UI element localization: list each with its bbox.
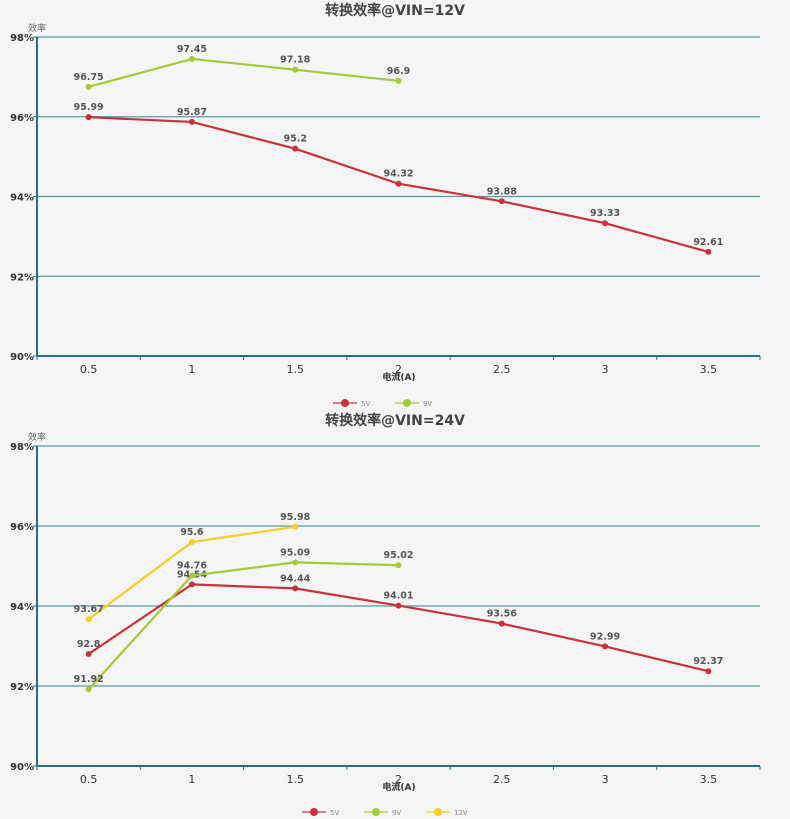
x-axis-label: 电流(A) [382, 781, 415, 793]
data-label: 93.67 [74, 604, 104, 615]
data-point [395, 77, 402, 84]
x-tick-label: 3.5 [700, 363, 718, 376]
y-tick-label: 96% [10, 113, 34, 124]
data-point [498, 198, 505, 205]
data-label: 92.61 [693, 237, 723, 248]
data-label: 94.01 [383, 591, 413, 602]
data-point [498, 620, 505, 627]
data-point [395, 180, 402, 187]
data-point [188, 539, 195, 545]
data-label: 93.33 [590, 208, 620, 219]
y-tick-label: 94% [10, 193, 34, 204]
x-tick-label: 1.5 [286, 773, 304, 786]
data-label: 93.56 [487, 609, 517, 620]
data-point [292, 523, 299, 530]
data-label: 94.76 [177, 561, 207, 572]
data-label: 94.44 [280, 573, 310, 584]
data-point [188, 581, 195, 588]
legend-marker [372, 808, 380, 816]
legend-label: 9V [392, 809, 401, 817]
data-label: 93.88 [487, 186, 517, 197]
series-line-9V [88, 57, 399, 88]
data-point [85, 616, 92, 623]
y-axis-label: 效率 [28, 431, 46, 443]
y-tick-label: 92% [10, 682, 34, 693]
data-point [85, 686, 92, 693]
x-tick-label: 2 [395, 773, 402, 786]
x-tick-label: 0.5 [80, 773, 98, 786]
data-point [85, 83, 92, 90]
data-point [85, 651, 92, 657]
data-label: 97.45 [177, 44, 207, 55]
data-point [188, 118, 195, 125]
x-tick-label: 1 [188, 773, 195, 786]
y-axis-label: 效率 [28, 22, 46, 34]
data-point [188, 55, 195, 62]
data-label: 97.18 [280, 55, 310, 66]
data-point [395, 562, 402, 569]
y-tick-label: 94% [10, 602, 34, 613]
legend-label: 5V [361, 400, 370, 408]
legend-label: 12V [454, 809, 468, 817]
legend-label: 5V [330, 809, 339, 817]
legend-label: 9V [423, 400, 432, 408]
data-label: 95.99 [74, 102, 104, 113]
data-point [292, 585, 299, 592]
legend-marker [310, 808, 318, 816]
legend-marker [403, 399, 411, 407]
y-tick-label: 98% [10, 33, 34, 44]
data-point [705, 248, 712, 255]
data-point [602, 643, 609, 650]
data-label: 95.6 [180, 527, 204, 538]
chart-title: 转换效率@VIN=12V [325, 2, 465, 19]
x-tick-label: 2.5 [493, 773, 511, 786]
data-point [292, 559, 299, 566]
y-tick-label: 90% [10, 352, 34, 363]
data-point [395, 602, 402, 609]
x-axis-label: 电流(A) [382, 371, 415, 383]
data-point [188, 572, 195, 579]
legend-marker [341, 399, 349, 407]
chart-0: 转换效率@VIN=12V 效率 90% 92% 94% 96% 98% 0.5 1 1.5 2 2.5… [10, 2, 761, 408]
x-tick-label: 3 [602, 363, 609, 376]
chart-title: 转换效率@VIN=24V [325, 412, 465, 429]
y-tick-label: 96% [10, 522, 34, 533]
data-label: 95.02 [383, 550, 413, 561]
x-tick-label: 1.5 [286, 363, 304, 376]
y-tick-label: 98% [10, 442, 34, 453]
x-tick-label: 3 [602, 773, 609, 786]
y-tick-label: 90% [10, 762, 34, 773]
x-tick-label: 0.5 [80, 363, 98, 376]
data-point [602, 220, 609, 227]
data-label: 91.92 [74, 674, 104, 685]
data-point [292, 66, 299, 73]
data-point [85, 114, 92, 121]
y-tick-label: 92% [10, 272, 34, 283]
data-label: 96.75 [74, 72, 104, 83]
data-label: 95.09 [280, 547, 310, 558]
x-tick-label: 1 [188, 363, 195, 376]
data-label: 95.2 [283, 134, 306, 145]
data-label: 92.8 [77, 639, 101, 650]
data-label: 92.99 [590, 631, 620, 642]
data-label: 95.98 [280, 512, 310, 523]
x-tick-label: 2.5 [493, 363, 511, 376]
x-tick-label: 2 [395, 363, 402, 376]
data-point [292, 145, 299, 152]
data-label: 95.87 [177, 107, 207, 118]
x-tick-label: 3.5 [700, 773, 718, 786]
series-line-9V [87, 561, 399, 690]
chart-1: 转换效率@VIN=24V 效率 90% 92% 94% 96% 98% 0.5 1 1.5 2 2.5… [10, 412, 761, 817]
data-label: 96.9 [387, 66, 410, 77]
data-label: 94.32 [383, 169, 413, 180]
data-point [705, 668, 712, 675]
data-label: 92.37 [693, 656, 723, 667]
legend-marker [434, 808, 442, 816]
